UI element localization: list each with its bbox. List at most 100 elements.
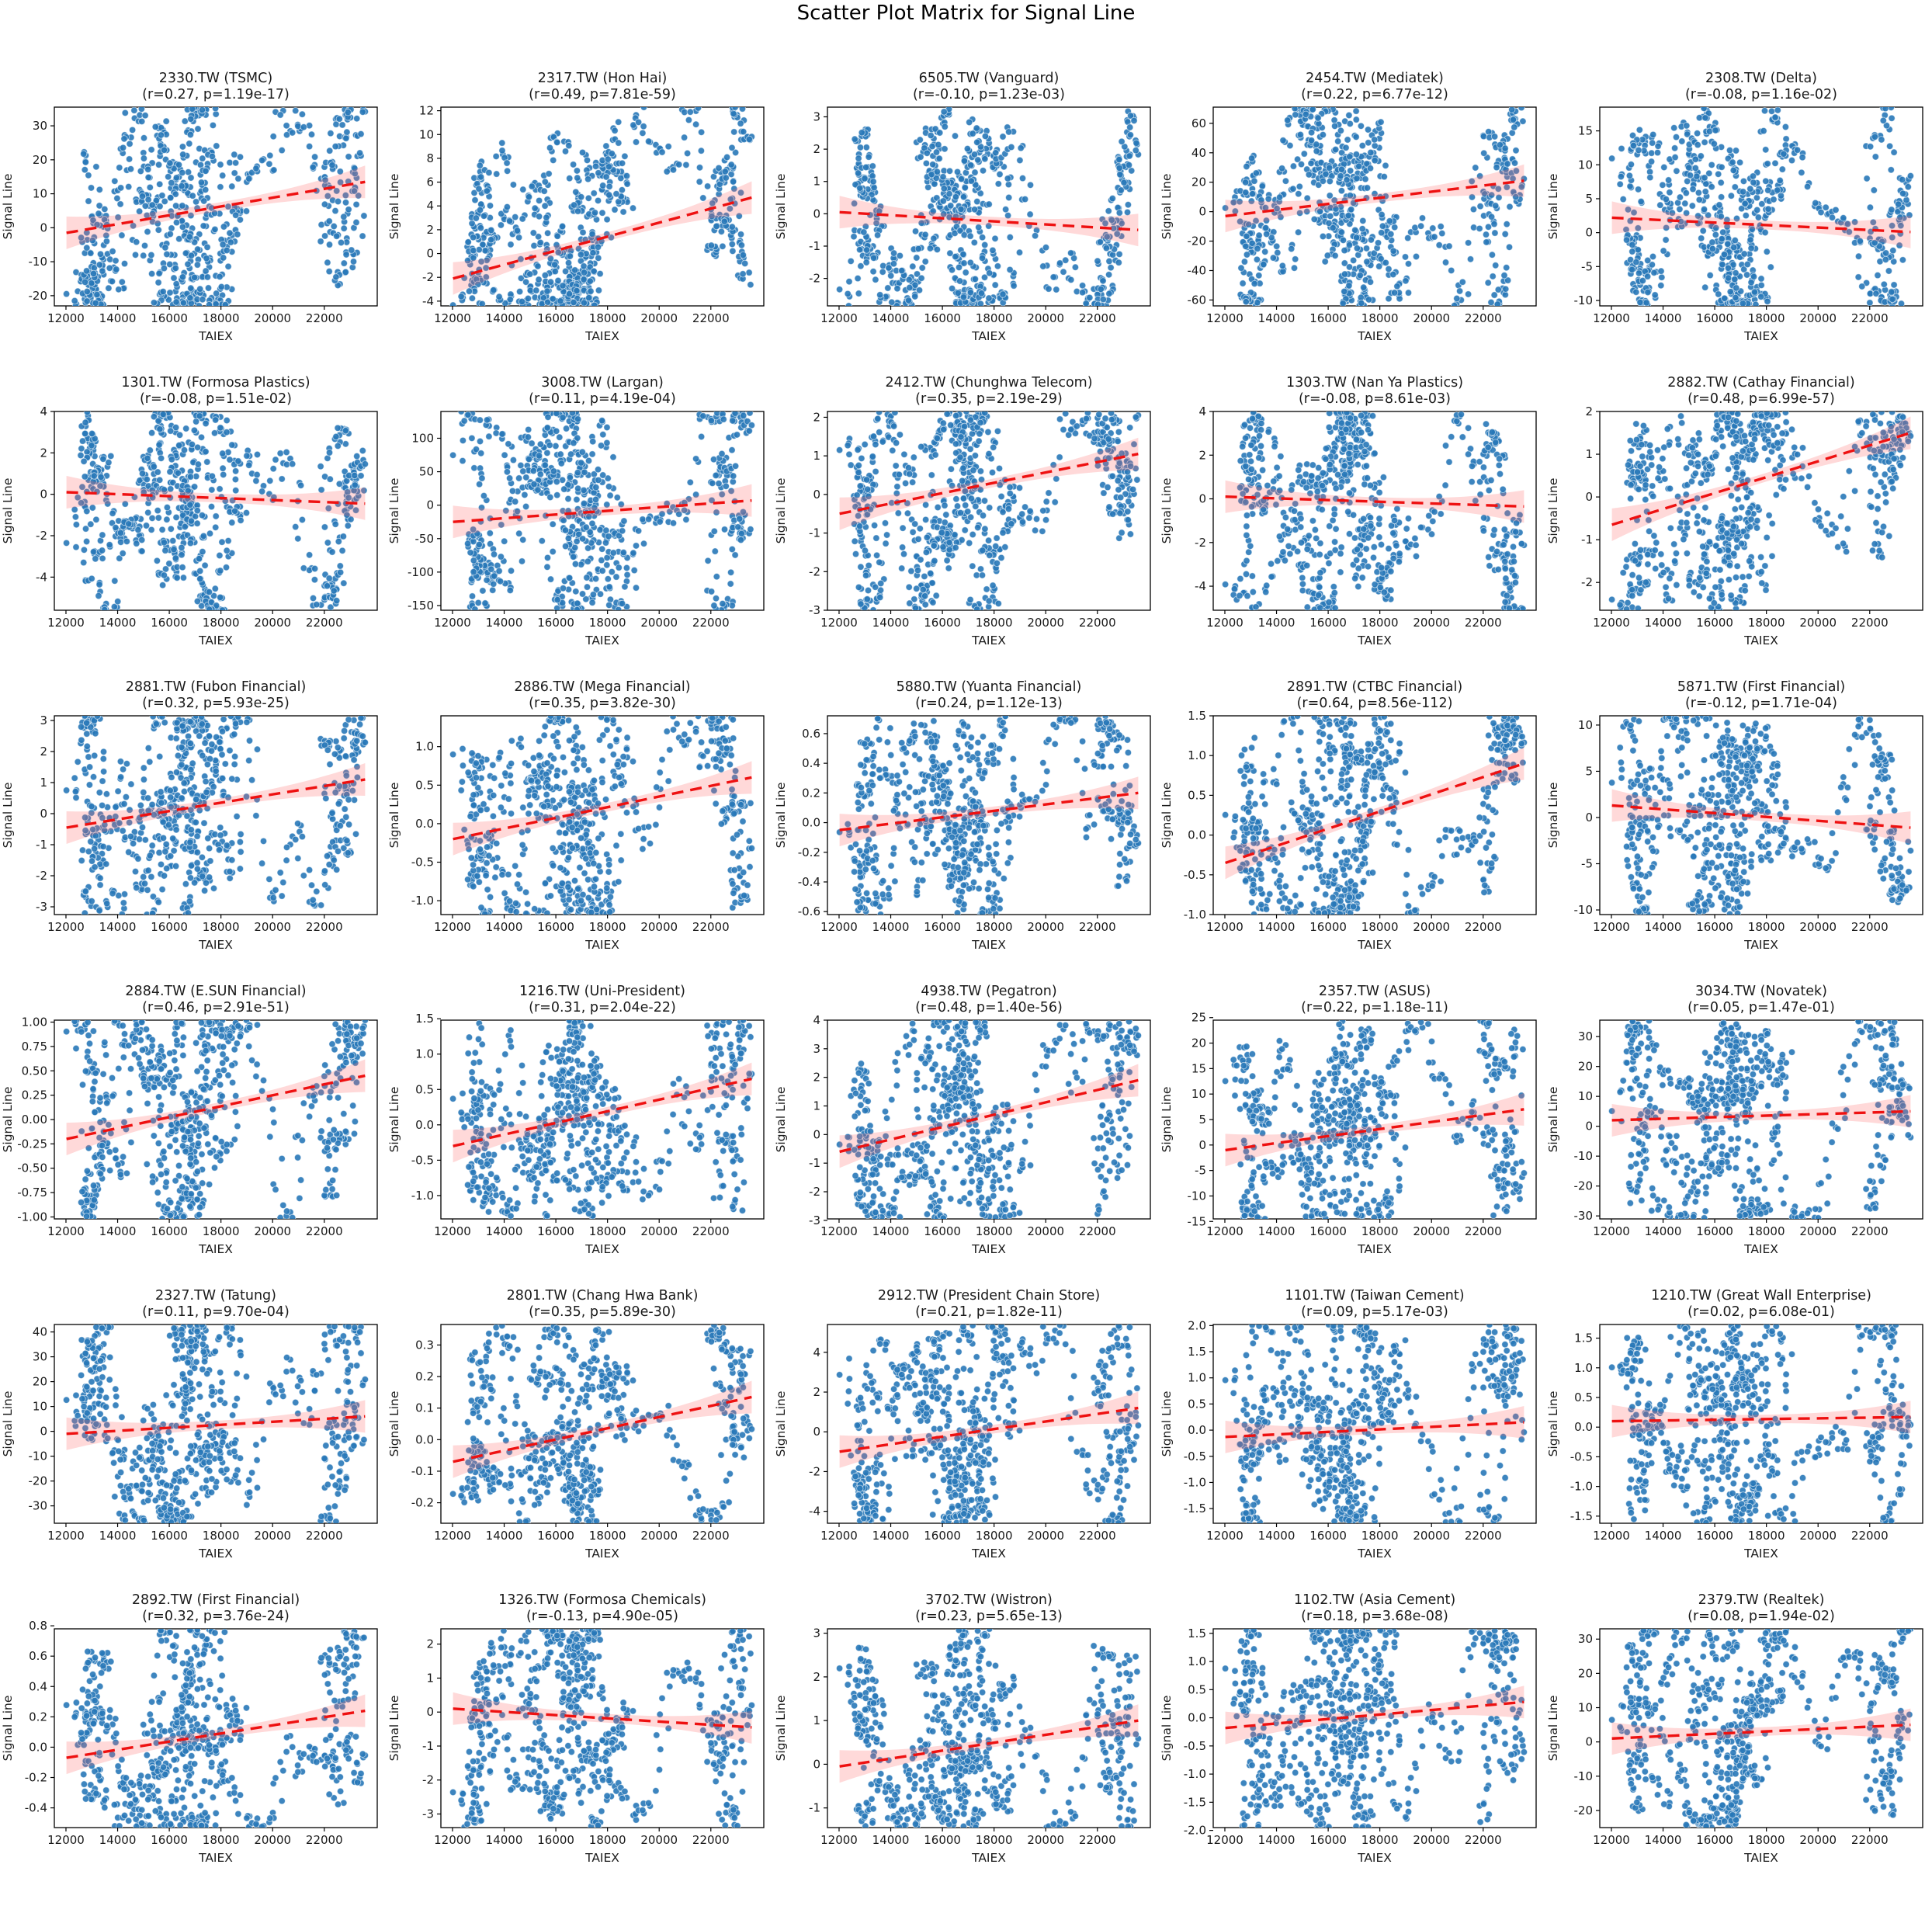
data-point: [1262, 224, 1270, 232]
data-point: [1385, 295, 1393, 303]
data-point: [619, 548, 627, 557]
data-point: [935, 129, 943, 137]
data-point: [332, 273, 340, 281]
data-point: [1341, 259, 1349, 267]
data-point: [324, 259, 331, 266]
data-point: [1438, 229, 1446, 238]
data-point: [682, 161, 690, 169]
data-point: [332, 432, 340, 441]
data-point: [335, 115, 343, 123]
data-point: [113, 266, 120, 273]
data-point: [102, 231, 110, 240]
data-point: [1639, 276, 1647, 285]
data-point: [1500, 272, 1509, 279]
data-point: [1337, 127, 1345, 135]
data-point: [1321, 258, 1330, 266]
data-point: [62, 290, 71, 298]
data-point: [351, 165, 359, 172]
data-point: [1303, 207, 1311, 216]
data-point: [465, 287, 473, 295]
x-tick-label: 16000: [151, 311, 188, 325]
y-tick-label: 30: [33, 119, 47, 133]
data-point: [1239, 279, 1247, 287]
x-tick-label: 12000: [820, 311, 858, 325]
data-point: [476, 437, 484, 446]
data-point: [905, 276, 913, 283]
data-point: [186, 294, 194, 302]
data-point: [252, 477, 260, 485]
data-point: [522, 502, 530, 511]
data-point: [1106, 264, 1115, 272]
data-point: [1774, 186, 1781, 194]
data-point: [1093, 257, 1101, 265]
data-point: [1660, 247, 1667, 255]
data-point: [960, 231, 968, 239]
data-point: [531, 204, 539, 212]
data-point: [135, 207, 144, 215]
data-point: [210, 209, 219, 217]
data-point: [1382, 259, 1390, 267]
data-point: [1844, 220, 1852, 228]
data-point: [1519, 117, 1527, 125]
data-point: [1750, 273, 1758, 281]
x-tick-label: 14000: [1258, 311, 1296, 325]
data-point: [167, 485, 175, 493]
data-point: [897, 266, 905, 275]
data-point: [472, 214, 480, 222]
y-tick-label: 10: [1578, 158, 1593, 172]
data-point: [359, 446, 366, 455]
data-point: [541, 271, 549, 279]
y-tick-label: 0: [813, 207, 820, 220]
data-point: [1717, 179, 1726, 187]
data-point: [278, 475, 286, 483]
data-point: [1365, 126, 1372, 134]
data-point: [133, 238, 140, 246]
data-point: [728, 240, 736, 248]
data-point: [959, 193, 967, 201]
data-point: [1732, 293, 1739, 302]
data-point: [468, 294, 476, 302]
data-point: [356, 149, 364, 157]
data-point: [292, 523, 300, 531]
x-tick-label: 14000: [99, 311, 137, 325]
y-tick-label: 8: [426, 151, 434, 165]
y-tick-label: 20: [33, 153, 47, 167]
data-point: [179, 151, 187, 158]
data-point: [489, 580, 498, 588]
data-point: [561, 542, 570, 550]
data-point: [258, 488, 266, 495]
data-point: [1798, 168, 1805, 177]
data-point: [172, 202, 180, 210]
data-point: [1656, 201, 1664, 209]
data-point: [357, 130, 365, 138]
data-point: [1292, 255, 1299, 263]
data-point: [582, 574, 591, 582]
data-point: [1494, 286, 1503, 293]
data-point: [862, 246, 870, 254]
data-point: [1492, 202, 1500, 210]
data-point: [160, 571, 168, 579]
data-point: [463, 540, 472, 547]
x-tick-label: 12000: [47, 616, 85, 630]
data-point: [1117, 137, 1126, 146]
data-point: [74, 494, 82, 502]
data-point: [266, 477, 274, 485]
regression-line: [452, 196, 752, 280]
data-point: [82, 418, 89, 426]
data-point: [1489, 251, 1497, 259]
data-point: [1467, 255, 1475, 263]
data-point: [905, 283, 914, 292]
data-point: [1695, 196, 1704, 204]
data-point: [111, 577, 119, 585]
data-point: [469, 234, 477, 241]
data-point: [915, 286, 923, 294]
data-point: [336, 168, 344, 175]
data-point: [150, 413, 158, 421]
data-point: [1358, 141, 1367, 150]
data-point: [1303, 194, 1312, 203]
data-point: [1344, 212, 1353, 220]
data-point: [886, 272, 894, 279]
data-point: [515, 474, 523, 482]
x-tick-label: 14000: [1645, 311, 1682, 325]
data-point: [591, 162, 599, 171]
